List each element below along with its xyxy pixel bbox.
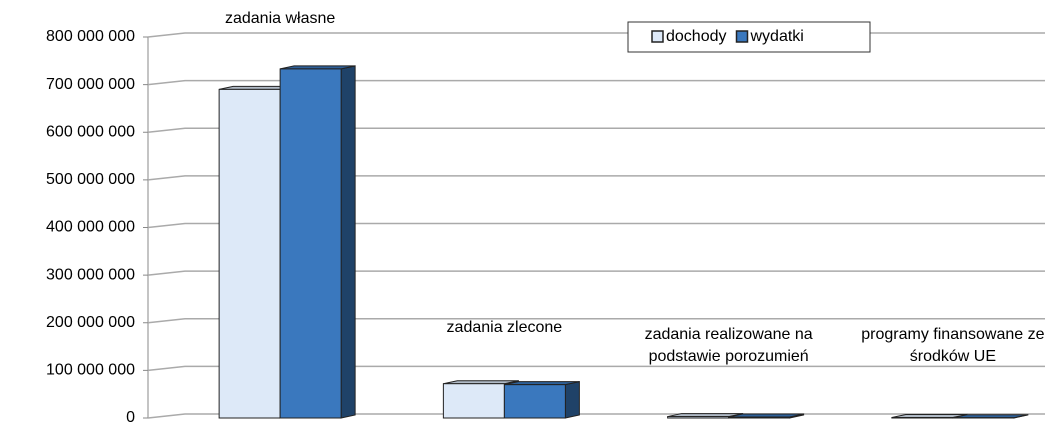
- category-label-box: zadania realizowane na podstawie porozum…: [644, 326, 813, 365]
- bar: [279, 68, 342, 419]
- category-label-box: zadania własne: [224, 10, 336, 27]
- y-tick-label: 0: [126, 409, 135, 423]
- category-label-box: programy finansowane ze środków UE: [861, 326, 1045, 365]
- category-label: programy finansowane ze środków UE: [861, 326, 1045, 365]
- bar-side: [340, 65, 356, 419]
- grid-line: [147, 127, 1045, 133]
- y-tick-label: 500 000 000: [46, 171, 135, 188]
- legend-box: [627, 21, 871, 53]
- bar: [503, 384, 566, 419]
- y-tick-label: 800 000 000: [46, 28, 135, 45]
- y-tick-label: 600 000 000: [46, 123, 135, 140]
- legend-label: wydatki: [750, 28, 804, 45]
- bar: [667, 416, 730, 419]
- y-tick-label: 200 000 000: [46, 314, 135, 331]
- bar: [218, 88, 281, 419]
- grid-line: [147, 79, 1045, 86]
- legend-swatch: [735, 30, 749, 43]
- y-tick-label: 100 000 000: [46, 362, 135, 379]
- legend-label: dochody: [666, 28, 727, 45]
- y-tick-label: 400 000 000: [46, 219, 135, 236]
- category-label: zadania własne: [224, 10, 336, 27]
- category-label: zadania zlecone: [446, 318, 563, 336]
- y-tick-label: 300 000 000: [46, 266, 135, 283]
- legend-swatch: [651, 30, 664, 43]
- grid-line: [147, 175, 1045, 181]
- grid-line: [147, 318, 1045, 324]
- category-label-box: zadania zlecone: [446, 318, 563, 336]
- y-tick-label: 700 000 000: [46, 76, 135, 93]
- bar: [728, 416, 791, 419]
- grid-line: [147, 365, 1045, 372]
- grid-line: [147, 222, 1045, 229]
- bar: [442, 383, 505, 419]
- bar-side: [564, 381, 580, 419]
- category-label: zadania realizowane na podstawie porozum…: [644, 326, 813, 365]
- grid-line: [147, 270, 1045, 276]
